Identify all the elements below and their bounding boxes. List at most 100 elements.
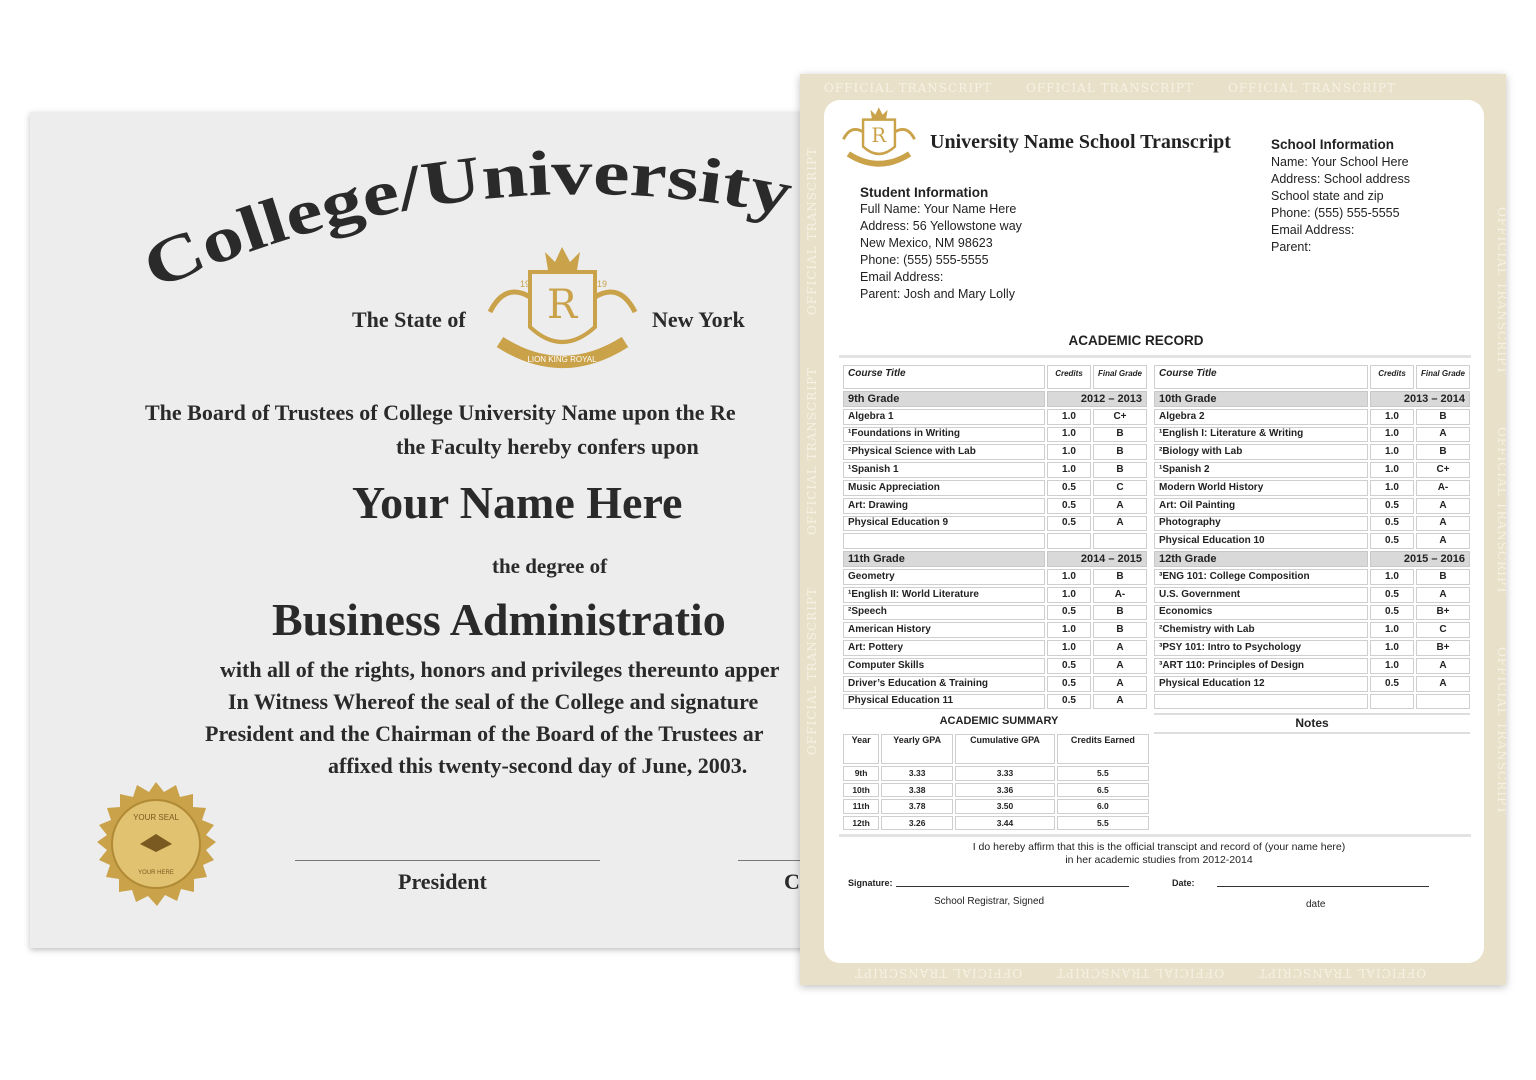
credits: 0.5 [1369,586,1414,603]
course-title: Modern World History [1154,479,1368,496]
table-header: Course Title Credits Final Grade [1154,365,1470,389]
credits: 0.5 [1046,515,1091,532]
col-grade: Final Grade [1415,365,1470,389]
credits: 1.0 [1369,408,1414,425]
diploma-line-5: In Witness Whereof the seal of the Colle… [228,689,759,714]
info-line: Address: 56 Yellowstone way [860,219,1022,233]
credits: 1.0 [1046,444,1091,461]
final-grade: A [1415,426,1470,443]
credits: 1.0 [1046,408,1091,425]
summary-cell: 6.5 [1056,782,1149,797]
notes-heading: Notes [1154,713,1470,734]
academic-summary-heading: ACADEMIC SUMMARY [939,715,1059,727]
info-line: Name: Your School Here [1271,155,1409,169]
credits: 0.5 [1369,497,1414,514]
credits: 0.5 [1046,675,1091,692]
date-line[interactable] [1217,886,1429,887]
state-right: New York [652,307,745,332]
affirmation-line-2: in her academic studies from 2012-2014 [1065,854,1253,866]
watermark-text: OFFICIAL TRANSCRIPT [805,366,820,536]
table-row: Physical Education 9 0.5 A [843,515,1147,532]
grade-level: 11th Grade [843,551,1045,567]
credits [1046,533,1091,550]
summary-cell: 3.44 [955,815,1055,830]
final-grade: B+ [1415,640,1470,656]
grade-level: 9th Grade [843,391,1045,407]
crest-logo: R 19 19 LION KING ROYAL [487,247,638,368]
signature-label: Signature: [848,878,893,888]
table-row: Economics 0.5 B+ [1154,604,1470,621]
summary-col: Credits Earned [1056,734,1149,764]
table-row: ²Chemistry with Lab 1.0 C [1154,622,1470,639]
summary-row: 12th 3.26 3.44 5.5 [843,815,1149,830]
credits: 0.5 [1369,675,1414,692]
table-row: Art: Drawing 0.5 A [843,497,1147,514]
table-row: American History 1.0 B [843,622,1147,639]
table-row: Computer Skills 0.5 A [843,657,1147,674]
table-row: Art: Oil Painting 0.5 A [1154,497,1470,514]
course-title: U.S. Government [1154,586,1368,603]
table-row [1154,693,1470,710]
state-left: The State of [352,307,466,332]
svg-text:19: 19 [597,279,607,289]
course-title: ¹Foundations in Writing [843,426,1045,443]
summary-cell: 3.33 [881,766,954,781]
school-years: 2014 – 2015 [1046,551,1147,567]
signature-line[interactable] [896,886,1129,887]
chairman-label: C [784,869,800,894]
watermark-text: OFFICIAL TRANSCRIPT [1056,966,1225,980]
course-title: American History [843,622,1045,639]
diploma-line-3: the degree of [492,554,608,578]
final-grade: A- [1415,479,1470,496]
info-line: Address: School address [1271,172,1410,186]
watermark-text: OFFICIAL TRANSCRIPT [1026,81,1195,95]
svg-text:R: R [547,282,579,328]
table-row: ²Physical Science with Lab 1.0 B [843,444,1147,461]
grade-level: 12th Grade [1154,551,1368,567]
table-row: Algebra 2 1.0 B [1154,408,1470,425]
course-title: Physical Education 11 [843,693,1045,710]
svg-text:YOUR SEAL: YOUR SEAL [133,813,179,822]
credits: 1.0 [1046,640,1091,656]
diploma-line-1: The Board of Trustees of College Univers… [145,400,736,425]
final-grade [1092,533,1147,550]
col-course: Course Title [843,365,1045,389]
info-line: Parent: [1271,240,1312,254]
summary-row: 10th 3.38 3.36 6.5 [843,782,1149,797]
table-row: ³ENG 101: College Composition 1.0 B [1154,568,1470,585]
course-title: Photography [1154,515,1368,532]
academic-summary-table: Year Yearly GPA Cumulative GPA Credits Earn… [841,732,1151,832]
table-row: ³PSY 101: Intro to Psychology 1.0 B+ [1154,640,1470,656]
course-title: Algebra 2 [1154,408,1368,425]
course-title: Art: Oil Painting [1154,497,1368,514]
summary-col: Cumulative GPA [955,734,1055,764]
course-title: ¹Spanish 2 [1154,462,1368,478]
grade-header-row: 11th Grade 2014 – 2015 [843,551,1147,567]
credits: 1.0 [1369,657,1414,674]
final-grade: A [1092,693,1147,710]
table-row: Photography 0.5 A [1154,515,1470,532]
credits: 0.5 [1046,497,1091,514]
credits: 1.0 [1046,568,1091,585]
course-title: Physical Education 9 [843,515,1045,532]
recipient-name: Your Name Here [352,477,683,528]
credits: 0.5 [1369,515,1414,532]
course-title: ²Biology with Lab [1154,444,1368,461]
table-row: Driver’s Education & Training 0.5 A [843,675,1147,692]
diploma-line-2: the Faculty hereby confers upon [396,434,699,459]
final-grade: A- [1092,586,1147,603]
summary-cell: 11th [843,799,880,814]
final-grade: B [1092,462,1147,478]
table-row: ³ART 110: Principles of Design 1.0 A [1154,657,1470,674]
info-line: Phone: (555) 555-5555 [1271,206,1400,220]
course-title: Computer Skills [843,657,1045,674]
student-info-heading: Student Information [860,185,989,200]
info-line: Email Address: [860,270,944,284]
academic-record-heading: ACADEMIC RECORD [1068,333,1204,348]
course-title: Art: Drawing [843,497,1045,514]
summary-col: Year [843,734,880,764]
summary-col: Yearly GPA [881,734,954,764]
table-row: ¹Spanish 2 1.0 C+ [1154,462,1470,478]
credits: 0.5 [1369,604,1414,621]
course-title: ²Speech [843,604,1045,621]
